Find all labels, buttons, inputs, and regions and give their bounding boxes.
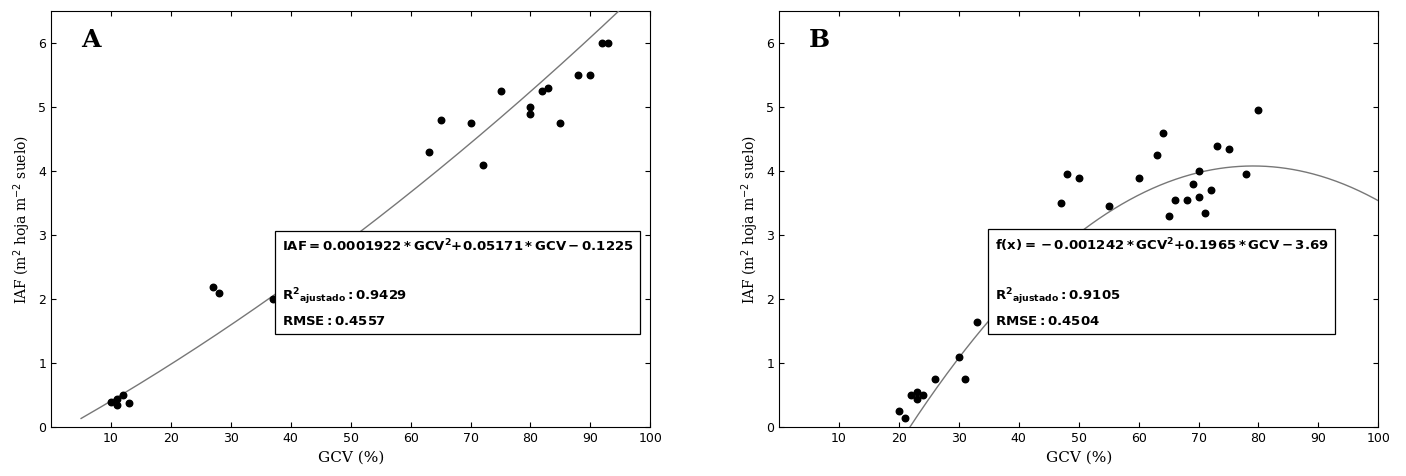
- Point: [1194, 209, 1216, 217]
- Point: [105, 395, 128, 402]
- Point: [280, 277, 302, 284]
- Text: B: B: [808, 28, 830, 52]
- Point: [519, 110, 541, 118]
- Point: [990, 292, 1012, 300]
- Point: [1128, 174, 1150, 181]
- Point: [1157, 212, 1180, 220]
- Point: [262, 296, 284, 303]
- Point: [550, 119, 572, 127]
- Point: [460, 119, 482, 127]
- Point: [370, 283, 392, 290]
- Point: [591, 40, 613, 47]
- Point: [911, 392, 934, 399]
- Point: [304, 273, 326, 281]
- Point: [1001, 299, 1024, 307]
- Point: [1056, 170, 1078, 178]
- Point: [112, 392, 135, 399]
- Point: [900, 392, 922, 399]
- Point: [267, 299, 290, 307]
- Point: [1098, 203, 1121, 210]
- Point: [489, 88, 512, 95]
- Point: [1218, 145, 1240, 153]
- Point: [1236, 170, 1258, 178]
- Point: [1152, 129, 1174, 137]
- X-axis label: GCV (%): GCV (%): [318, 451, 384, 465]
- Point: [105, 401, 128, 409]
- Y-axis label: IAF (m$^{2}$ hoja m$^{-2}$ suelo): IAF (m$^{2}$ hoja m$^{-2}$ suelo): [11, 135, 32, 304]
- Point: [418, 148, 440, 156]
- Text: A: A: [82, 28, 101, 52]
- Point: [598, 40, 620, 47]
- Point: [339, 296, 361, 303]
- Point: [1199, 187, 1222, 194]
- Point: [1247, 107, 1270, 114]
- Point: [567, 71, 589, 79]
- Point: [429, 116, 451, 124]
- Point: [1163, 196, 1185, 204]
- Point: [905, 388, 928, 396]
- Point: [1008, 302, 1031, 309]
- Point: [100, 398, 122, 406]
- Point: [1187, 168, 1209, 175]
- Point: [1175, 196, 1198, 204]
- Point: [285, 296, 308, 303]
- Y-axis label: IAF (m$^{2}$ hoja m$^{-2}$ suelo): IAF (m$^{2}$ hoja m$^{-2}$ suelo): [740, 135, 761, 304]
- Point: [201, 283, 224, 290]
- Point: [1205, 142, 1227, 149]
- Point: [887, 407, 910, 415]
- Point: [118, 399, 141, 407]
- Point: [298, 299, 321, 307]
- Point: [1049, 199, 1071, 207]
- Point: [894, 414, 917, 422]
- Point: [1008, 299, 1031, 307]
- Point: [905, 395, 928, 402]
- Point: [1187, 193, 1209, 201]
- Point: [924, 376, 946, 383]
- Point: [966, 318, 988, 326]
- Text: $\mathbf{IAF = 0.0001922*GCV}$$^{\mathbf{2}}$$\mathbf{ + 0.05171*GCV - 0.1225}$
: $\mathbf{IAF = 0.0001922*GCV}$$^{\mathbf…: [281, 238, 634, 327]
- Point: [1181, 180, 1204, 188]
- Point: [953, 376, 976, 383]
- Point: [1067, 174, 1090, 181]
- Point: [531, 88, 554, 95]
- Point: [471, 161, 494, 169]
- Point: [1146, 151, 1168, 159]
- Point: [208, 289, 231, 297]
- Text: $\mathbf{f(x) = -0.001242*GCV}$$^{\mathbf{2}}$$\mathbf{ + 0.1965*GCV - 3.69}$

$: $\mathbf{f(x) = -0.001242*GCV}$$^{\mathb…: [995, 236, 1329, 327]
- Point: [579, 71, 602, 79]
- Point: [948, 353, 970, 361]
- Point: [339, 299, 361, 307]
- X-axis label: GCV (%): GCV (%): [1046, 451, 1112, 465]
- Point: [519, 103, 541, 111]
- Point: [537, 84, 560, 92]
